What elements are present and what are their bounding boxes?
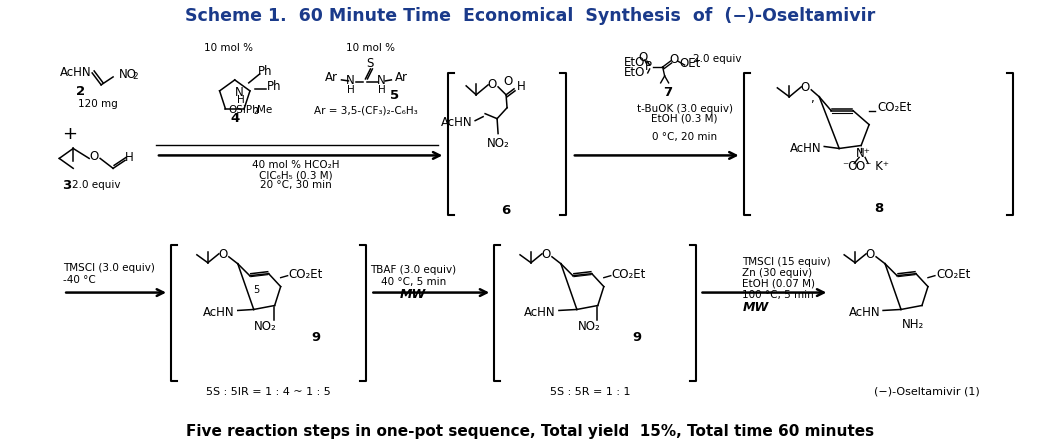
Text: TBAF (3.0 equiv): TBAF (3.0 equiv) — [370, 265, 457, 275]
Text: O: O — [488, 78, 497, 91]
Text: O⁻ K⁺: O⁻ K⁺ — [855, 160, 888, 173]
Text: AcHN: AcHN — [59, 67, 91, 80]
Text: CO₂Et: CO₂Et — [612, 268, 647, 281]
Text: O: O — [89, 150, 99, 163]
Text: Zn (30 equiv): Zn (30 equiv) — [742, 268, 813, 278]
Text: 2: 2 — [75, 85, 85, 98]
Text: Ar = 3,5-(CF₃)₂-C₆H₃: Ar = 3,5-(CF₃)₂-C₆H₃ — [314, 105, 418, 116]
Text: O: O — [218, 248, 228, 261]
Text: 6: 6 — [501, 203, 511, 217]
Text: Me: Me — [258, 105, 272, 115]
Text: Ph: Ph — [258, 65, 272, 78]
Text: H: H — [237, 95, 245, 105]
Text: AcHN: AcHN — [525, 306, 555, 319]
Text: NH₂: NH₂ — [902, 318, 924, 331]
Text: EtO: EtO — [624, 67, 646, 80]
Text: O: O — [542, 248, 550, 261]
Text: OSiPh: OSiPh — [228, 105, 259, 115]
Text: N: N — [235, 86, 244, 99]
Text: Scheme 1.  60 Minute Time  Economical  Synthesis  of  (−)-Oseltamivir: Scheme 1. 60 Minute Time Economical Synt… — [184, 7, 876, 25]
Text: 2.0 equiv: 2.0 equiv — [72, 180, 121, 190]
Text: 5S : 5R = 1 : 1: 5S : 5R = 1 : 1 — [549, 387, 630, 397]
Text: 2: 2 — [132, 72, 138, 81]
Text: 20 °C, 30 min: 20 °C, 30 min — [260, 180, 332, 190]
Text: TMSCl (3.0 equiv): TMSCl (3.0 equiv) — [64, 263, 155, 273]
Text: EtOH (0.3 M): EtOH (0.3 M) — [651, 114, 718, 124]
Text: 3: 3 — [61, 179, 71, 192]
Text: Ph: Ph — [266, 80, 281, 93]
Text: OEt: OEt — [678, 56, 701, 69]
Text: NO: NO — [119, 68, 137, 81]
Text: Five reaction steps in one-pot sequence, Total yield  15%, Total time 60 minutes: Five reaction steps in one-pot sequence,… — [186, 424, 874, 439]
Text: +: + — [61, 125, 76, 143]
Text: 4: 4 — [230, 112, 240, 125]
Text: Ar: Ar — [395, 72, 408, 84]
Text: P: P — [646, 60, 652, 73]
Text: MW: MW — [742, 301, 768, 314]
Text: 7: 7 — [664, 86, 672, 99]
Text: O: O — [669, 53, 678, 66]
Text: NO₂: NO₂ — [578, 320, 600, 333]
Text: AcHN: AcHN — [848, 306, 880, 319]
Text: 9: 9 — [632, 331, 641, 344]
Text: AcHN: AcHN — [441, 116, 472, 129]
Text: 100 °C, 5 min: 100 °C, 5 min — [742, 290, 814, 299]
Text: N: N — [347, 74, 355, 88]
Text: 5: 5 — [390, 89, 399, 102]
Text: 5: 5 — [252, 285, 259, 295]
Text: MW: MW — [401, 288, 426, 301]
Text: TMSCl (15 equiv): TMSCl (15 equiv) — [742, 257, 831, 267]
Text: O: O — [638, 51, 648, 63]
Text: 10 mol %: 10 mol % — [346, 43, 395, 53]
Text: N: N — [377, 74, 386, 88]
Text: N⁺: N⁺ — [855, 147, 870, 160]
Text: ,: , — [811, 92, 814, 105]
Text: 8: 8 — [874, 202, 884, 215]
Text: 40 °C, 5 min: 40 °C, 5 min — [381, 277, 446, 287]
Text: ClC₆H₅ (0.3 M): ClC₆H₅ (0.3 M) — [259, 170, 333, 180]
Text: NO₂: NO₂ — [487, 137, 510, 150]
Text: 10 mol %: 10 mol % — [205, 43, 253, 53]
Text: O: O — [865, 248, 874, 261]
Text: S: S — [367, 58, 374, 71]
Text: H: H — [517, 80, 526, 93]
Text: 40 mol % HCO₂H: 40 mol % HCO₂H — [252, 160, 339, 170]
Text: 2.0 equiv: 2.0 equiv — [693, 54, 742, 64]
Text: O: O — [800, 81, 810, 94]
Text: O: O — [504, 76, 513, 89]
Text: CO₂Et: CO₂Et — [877, 101, 912, 114]
Text: 5S : 5ΙR = 1 : 4 ~ 1 : 5: 5S : 5ΙR = 1 : 4 ~ 1 : 5 — [207, 387, 331, 397]
Text: AcHN: AcHN — [790, 142, 822, 155]
Text: ⁻O: ⁻O — [843, 160, 858, 173]
Text: CO₂Et: CO₂Et — [288, 268, 323, 281]
Text: H: H — [377, 85, 385, 95]
Text: EtO: EtO — [624, 55, 646, 68]
Text: CO₂Et: CO₂Et — [936, 268, 970, 281]
Text: t-BuOK (3.0 equiv): t-BuOK (3.0 equiv) — [637, 104, 732, 114]
Text: Ar: Ar — [324, 72, 337, 84]
Text: H: H — [347, 85, 354, 95]
Text: H: H — [125, 151, 134, 164]
Text: NO₂: NO₂ — [254, 320, 277, 333]
Text: 2: 2 — [253, 107, 258, 116]
Text: 9: 9 — [311, 331, 320, 344]
Text: EtOH (0.07 M): EtOH (0.07 M) — [742, 278, 815, 289]
Text: -40 °C: -40 °C — [64, 274, 96, 285]
Text: 0 °C, 20 min: 0 °C, 20 min — [652, 131, 718, 142]
Text: 120 mg: 120 mg — [78, 99, 118, 109]
Text: AcHN: AcHN — [204, 306, 234, 319]
Text: (−)-Oseltamivir (1): (−)-Oseltamivir (1) — [874, 387, 979, 397]
